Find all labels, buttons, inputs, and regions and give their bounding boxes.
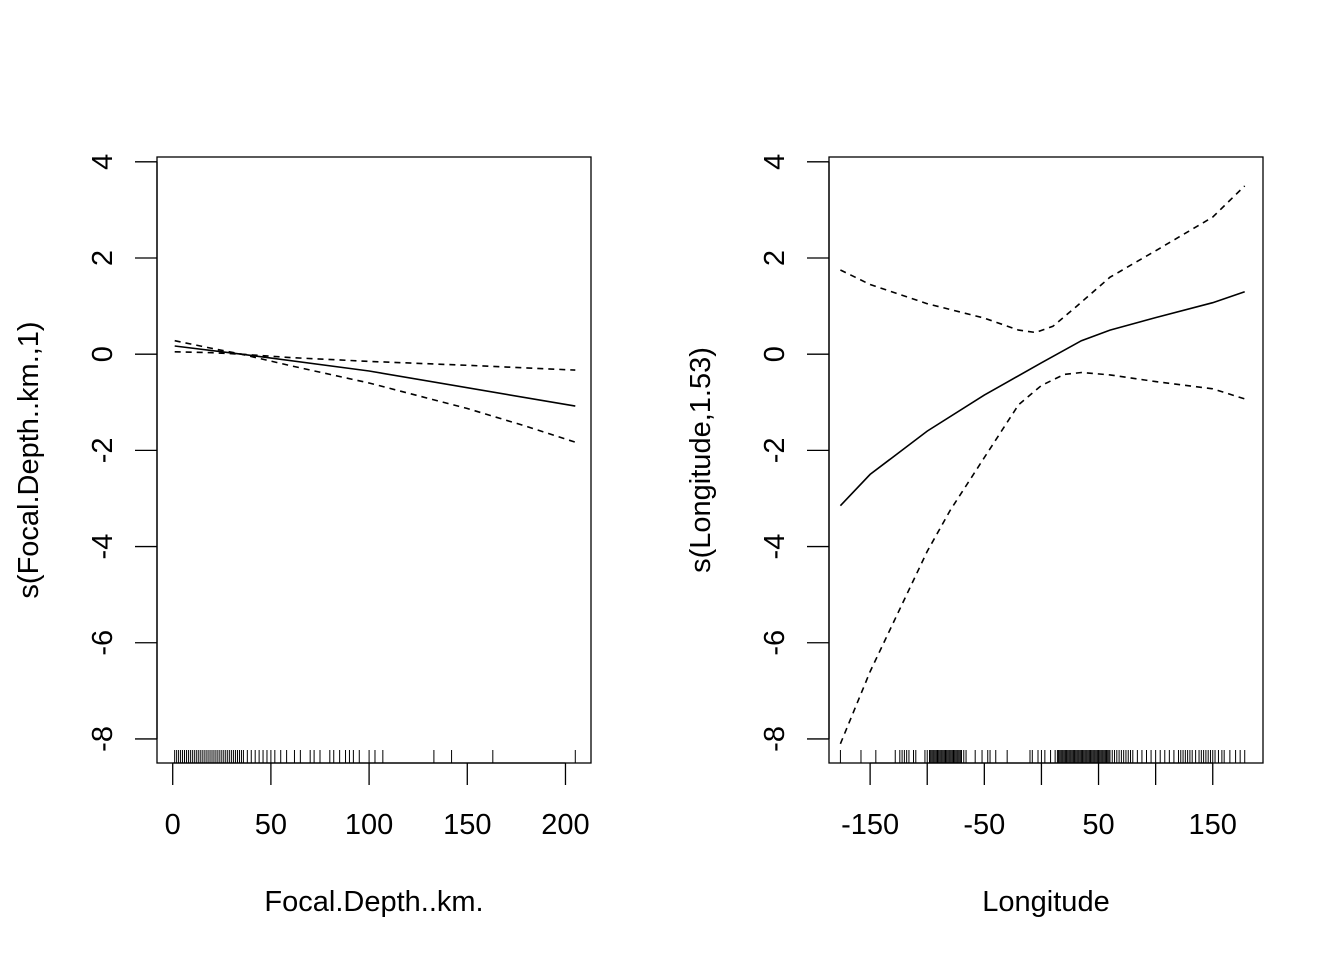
chart-panel-longitude: -150 -50 50 150 -8 -6 -4 -2 0 2 4 Longitude s(Lon… <box>685 154 1264 918</box>
chart-panel-focal-depth: 0 50 100 150 200 -8 -6 -4 -2 0 2 4 Focal.Depth..km… <box>13 154 592 918</box>
x-tick-label: -150 <box>841 809 899 841</box>
y-axis: -8 -6 -4 -2 0 2 4 <box>87 154 158 752</box>
smooth-lines <box>839 185 1246 745</box>
y-tick-label: -6 <box>87 630 119 656</box>
smooth-estimate-line <box>174 345 576 407</box>
y-tick-label: -8 <box>759 726 791 752</box>
plot-frame <box>828 156 1264 764</box>
x-tick-label: 50 <box>1082 809 1114 841</box>
x-tick-label: 50 <box>255 809 287 841</box>
y-tick-label: -4 <box>87 534 119 560</box>
confidence-band-line <box>174 351 576 371</box>
y-tick-label: 0 <box>759 346 791 362</box>
x-tick-label: 150 <box>1189 809 1237 841</box>
y-tick-label: -2 <box>87 437 119 463</box>
smooth-estimate-line <box>839 290 1245 507</box>
confidence-band-line <box>839 371 1245 745</box>
y-tick-label: -8 <box>87 726 119 752</box>
y-tick-label: -4 <box>759 534 791 560</box>
y-axis-label: s(Longitude,1.53) <box>685 347 717 573</box>
smooth-lines <box>174 339 576 443</box>
x-axis-label: Focal.Depth..km. <box>264 886 483 918</box>
y-tick-label: -2 <box>759 437 791 463</box>
rug-ticks <box>839 750 1246 763</box>
y-tick-label: -6 <box>759 630 791 656</box>
x-tick-label: 150 <box>443 809 491 841</box>
y-axis: -8 -6 -4 -2 0 2 4 <box>759 154 830 752</box>
y-tick-label: 2 <box>87 250 119 266</box>
x-tick-label: 100 <box>345 809 393 841</box>
y-tick-label: 2 <box>759 250 791 266</box>
confidence-band-line <box>840 185 1246 334</box>
y-tick-label: 4 <box>87 154 119 170</box>
y-tick-label: 0 <box>87 346 119 362</box>
y-axis-label: s(Focal.Depth..km.,1) <box>13 321 45 598</box>
y-tick-label: 4 <box>759 154 791 170</box>
confidence-band-line <box>174 339 576 443</box>
x-tick-label: 0 <box>165 809 181 841</box>
rug-ticks <box>174 750 576 763</box>
x-axis: 0 50 100 150 200 <box>165 762 590 841</box>
x-axis: -150 -50 50 150 <box>841 762 1237 841</box>
x-tick-label: -50 <box>963 809 1005 841</box>
x-axis-label: Longitude <box>982 886 1109 918</box>
plot-frame <box>156 156 592 764</box>
x-tick-label: 200 <box>541 809 589 841</box>
